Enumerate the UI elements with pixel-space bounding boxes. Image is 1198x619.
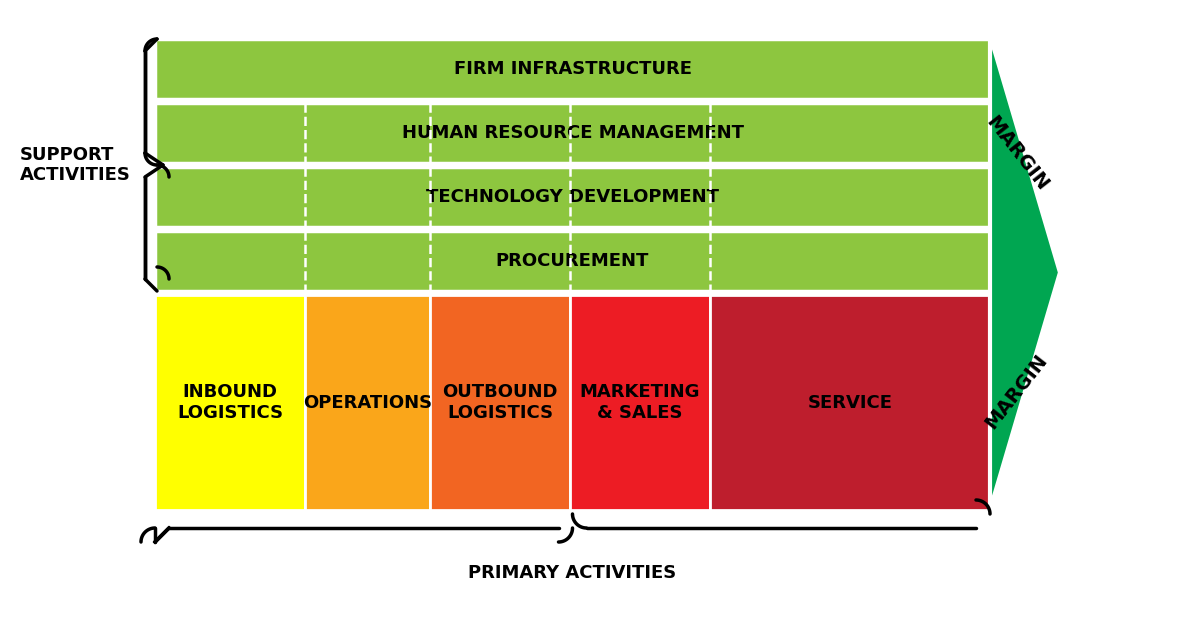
Bar: [155, 103, 990, 163]
Polygon shape: [990, 35, 1060, 510]
Text: PRIMARY ACTIVITIES: PRIMARY ACTIVITIES: [468, 564, 677, 582]
Text: OUTBOUND
LOGISTICS: OUTBOUND LOGISTICS: [442, 383, 558, 422]
Text: TECHNOLOGY DEVELOPMENT: TECHNOLOGY DEVELOPMENT: [426, 188, 719, 206]
Polygon shape: [305, 295, 430, 510]
Text: OPERATIONS: OPERATIONS: [303, 394, 432, 412]
Text: MARGIN: MARGIN: [981, 113, 1052, 194]
Text: SERVICE: SERVICE: [807, 394, 893, 412]
Polygon shape: [710, 295, 990, 510]
Bar: [155, 39, 990, 99]
Bar: [155, 167, 990, 227]
Polygon shape: [155, 295, 305, 510]
Text: SUPPORT
ACTIVITIES: SUPPORT ACTIVITIES: [20, 145, 131, 184]
Text: INBOUND
LOGISTICS: INBOUND LOGISTICS: [177, 383, 283, 422]
Text: MARKETING
& SALES: MARKETING & SALES: [580, 383, 701, 422]
Polygon shape: [430, 295, 570, 510]
Text: FIRM INFRASTRUCTURE: FIRM INFRASTRUCTURE: [454, 60, 691, 78]
Text: HUMAN RESOURCE MANAGEMENT: HUMAN RESOURCE MANAGEMENT: [401, 124, 744, 142]
Bar: [155, 231, 990, 291]
Polygon shape: [570, 295, 710, 510]
Text: PROCUREMENT: PROCUREMENT: [496, 252, 649, 270]
Text: MARGIN: MARGIN: [981, 350, 1052, 432]
